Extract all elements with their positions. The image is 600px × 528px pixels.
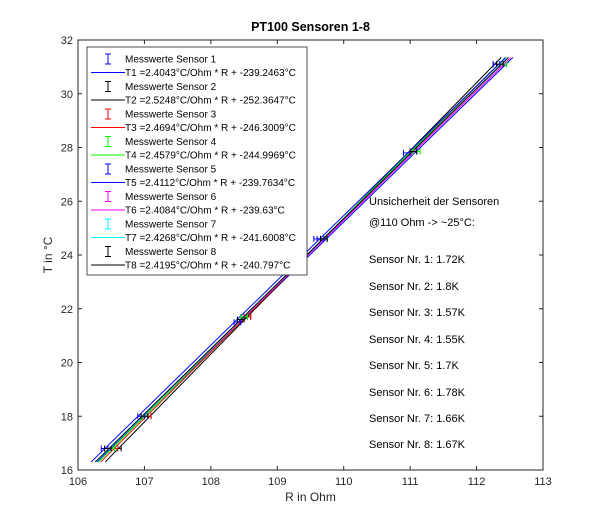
legend: Messwerte Sensor 1 T1 =2.4043°C/Ohm * R +… bbox=[86, 46, 308, 276]
annotation-line: Sensor Nr. 2: 1.8K bbox=[369, 281, 460, 293]
legend-entry-sensor-8: Messwerte Sensor 8 T8 =2.4195°C/Ohm * R +… bbox=[91, 246, 290, 272]
x-tick-label: 111 bbox=[402, 476, 419, 488]
legend-entry-sensor-5: Messwerte Sensor 5 T5 =2.4112°C/Ohm * R +… bbox=[91, 163, 295, 189]
legend-entry-sensor-2: Messwerte Sensor 2 T2 =2.5248°C/Ohm * R +… bbox=[91, 81, 296, 107]
y-tick-label: 32 bbox=[61, 35, 73, 47]
annotation-line: Sensor Nr. 6: 1.78K bbox=[369, 387, 466, 399]
legend-label-fit: T3 =2.4694°C/Ohm * R + -246.3009°C bbox=[125, 123, 296, 134]
legend-label-measurements: Messwerte Sensor 1 bbox=[125, 55, 217, 66]
x-tick-label: 110 bbox=[335, 476, 353, 488]
legend-label-fit: T1 =2.4043°C/Ohm * R + -239.2463°C bbox=[125, 68, 296, 79]
legend-label-measurements: Messwerte Sensor 7 bbox=[125, 220, 217, 231]
y-tick-label: 30 bbox=[61, 89, 73, 101]
x-axis-label: R in Ohm bbox=[285, 490, 336, 504]
legend-entry-sensor-7: Messwerte Sensor 7 T7 =2.4268°C/Ohm * R +… bbox=[91, 218, 296, 244]
x-tick-label: 106 bbox=[69, 476, 87, 488]
legend-entry-sensor-1: Messwerte Sensor 1 T1 =2.4043°C/Ohm * R +… bbox=[91, 53, 296, 79]
annotation-line: Sensor Nr. 3: 1.57K bbox=[369, 307, 466, 319]
legend-label-measurements: Messwerte Sensor 4 bbox=[125, 137, 217, 148]
legend-entry-sensor-3: Messwerte Sensor 3 T3 =2.4694°C/Ohm * R +… bbox=[91, 108, 296, 134]
measurement-point-sensor-8-5 bbox=[409, 148, 418, 155]
legend-label-fit: T2 =2.5248°C/Ohm * R + -252.3647°C bbox=[125, 96, 296, 107]
uncertainty-annotations: Unsicherheit der Sensoren @110 Ohm -> ~25… bbox=[369, 196, 499, 451]
annotation-line: Sensor Nr. 8: 1.67K bbox=[369, 439, 466, 451]
measurement-point-sensor-8-2 bbox=[140, 413, 149, 420]
y-tick-label: 16 bbox=[61, 465, 73, 477]
legend-label-measurements: Messwerte Sensor 2 bbox=[125, 82, 217, 93]
annotation-line: Unsicherheit der Sensoren bbox=[369, 196, 499, 208]
measurement-point-sensor-8-6 bbox=[496, 61, 504, 68]
y-tick-label: 22 bbox=[61, 304, 73, 316]
y-tick-label: 20 bbox=[61, 358, 73, 370]
legend-label-fit: T8 =2.4195°C/Ohm * R + -240.797°C bbox=[125, 261, 290, 272]
measurement-point-sensor-8-4 bbox=[319, 235, 328, 242]
legend-label-measurements: Messwerte Sensor 6 bbox=[125, 192, 217, 203]
legend-label-measurements: Messwerte Sensor 5 bbox=[125, 165, 217, 176]
x-tick-label: 109 bbox=[268, 476, 286, 488]
y-axis-label: T in °C bbox=[41, 236, 55, 273]
annotation-line: Sensor Nr. 1: 1.72K bbox=[369, 254, 466, 266]
annotation-line: @110 Ohm -> ~25°C: bbox=[369, 217, 475, 229]
y-tick-label: 26 bbox=[61, 196, 73, 208]
x-tick-label: 113 bbox=[534, 476, 552, 488]
legend-label-measurements: Messwerte Sensor 8 bbox=[125, 247, 217, 258]
legend-entry-sensor-6: Messwerte Sensor 6 T6 =2.4084°C/Ohm * R +… bbox=[91, 191, 285, 217]
measurement-point-sensor-8-1 bbox=[104, 445, 112, 452]
y-tick-label: 18 bbox=[61, 411, 73, 423]
legend-label-fit: T5 =2.4112°C/Ohm * R + -239.7634°C bbox=[125, 178, 295, 189]
chart-title: PT100 Sensoren 1-8 bbox=[251, 20, 370, 34]
annotation-line: Sensor Nr. 7: 1.66K bbox=[369, 413, 466, 425]
x-tick-label: 112 bbox=[468, 476, 486, 488]
y-tick-label: 24 bbox=[61, 250, 73, 262]
legend-entry-sensor-4: Messwerte Sensor 4 T4 =2.4579°C/Ohm * R +… bbox=[91, 136, 296, 162]
axes: 106 107 108 109 110 111 112 113 16 18 20 22 24 26 28 30… bbox=[61, 35, 552, 488]
legend-label-fit: T6 =2.4084°C/Ohm * R + -239.63°C bbox=[125, 206, 285, 217]
annotation-line: Sensor Nr. 5: 1.7K bbox=[369, 360, 460, 372]
measurement-point-sensor-8-3 bbox=[236, 316, 245, 323]
annotation-line: Sensor Nr. 4: 1.55K bbox=[369, 334, 466, 346]
x-tick-label: 108 bbox=[202, 476, 220, 488]
legend-label-fit: T7 =2.4268°C/Ohm * R + -241.6008°C bbox=[125, 233, 296, 244]
legend-label-fit: T4 =2.4579°C/Ohm * R + -244.9969°C bbox=[125, 151, 296, 162]
measurement-points bbox=[100, 61, 507, 452]
y-tick-label: 28 bbox=[61, 143, 73, 155]
legend-label-measurements: Messwerte Sensor 3 bbox=[125, 110, 217, 121]
x-tick-label: 107 bbox=[135, 476, 153, 488]
